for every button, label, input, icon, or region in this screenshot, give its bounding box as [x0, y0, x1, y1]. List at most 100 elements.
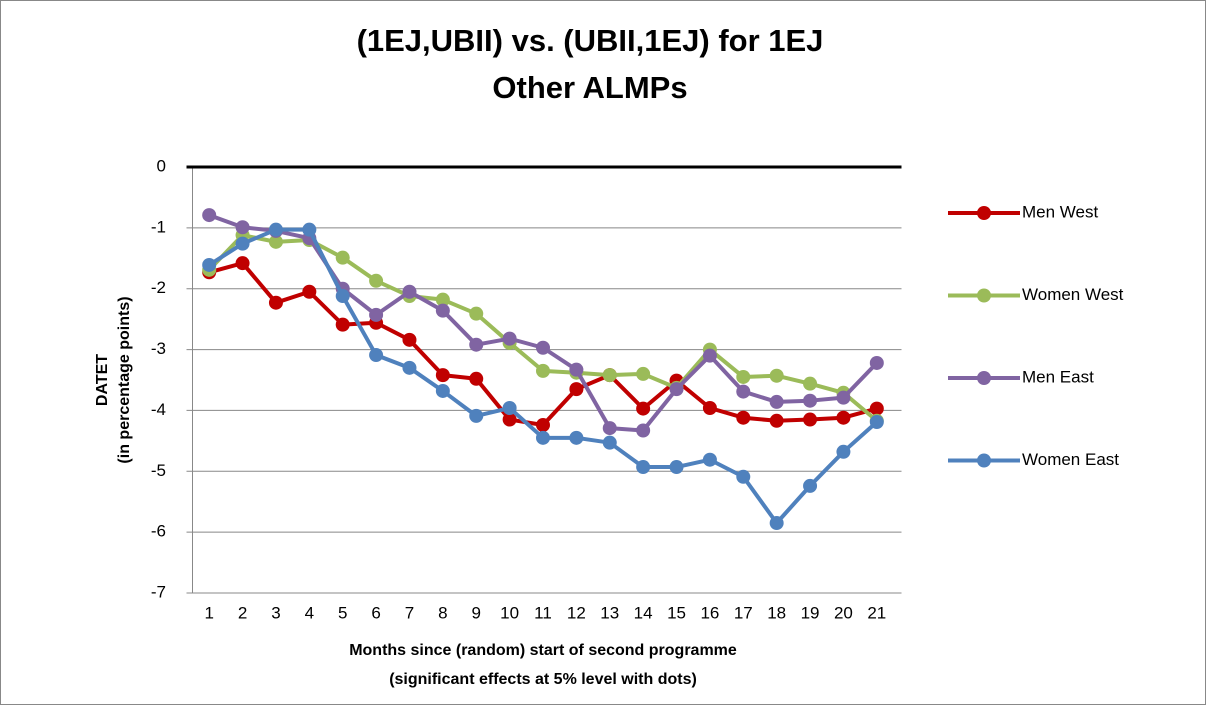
point	[769, 394, 784, 409]
x-tick-label: 13	[600, 603, 619, 622]
point	[536, 340, 550, 355]
point	[235, 236, 250, 251]
point	[435, 292, 450, 307]
point	[402, 360, 417, 375]
point	[569, 382, 584, 397]
point	[268, 295, 283, 310]
legend-label: Men West	[1022, 202, 1098, 221]
point	[469, 408, 484, 423]
x-axis-title: (significant effects at 5% level with do…	[389, 671, 697, 688]
x-tick-label: 4	[305, 603, 314, 622]
point	[836, 444, 851, 459]
point	[235, 220, 250, 235]
point	[369, 348, 384, 363]
point	[202, 257, 217, 272]
x-tick-label: 6	[371, 603, 380, 622]
y-tick-label: -7	[151, 582, 166, 601]
point	[235, 256, 250, 271]
point	[268, 222, 283, 237]
point	[769, 413, 784, 428]
point	[836, 390, 851, 405]
legend-marker	[977, 288, 991, 303]
x-tick-label: 15	[667, 603, 686, 622]
x-tick-label: 21	[867, 603, 886, 622]
y-tick-label: -1	[151, 217, 166, 236]
point	[803, 376, 818, 391]
x-tick-label: 16	[700, 603, 719, 622]
point	[803, 478, 818, 493]
point	[669, 460, 684, 475]
x-tick-label: 5	[338, 603, 347, 622]
y-tick-label: 0	[157, 156, 166, 175]
point	[502, 331, 517, 346]
legend-label: Women West	[1022, 285, 1124, 304]
y-tick-label: -4	[151, 400, 166, 419]
chart-title: Other ALMPs	[492, 70, 687, 105]
point	[335, 317, 350, 332]
point	[636, 460, 651, 475]
point	[602, 368, 617, 383]
legend-label: Women East	[1022, 450, 1119, 469]
point	[569, 362, 584, 377]
point	[736, 469, 751, 484]
x-axis-title: Months since (random) start of second pr…	[349, 642, 737, 659]
legend-marker	[977, 453, 991, 468]
x-tick-label: 12	[567, 603, 586, 622]
x-tick-label: 18	[767, 603, 786, 622]
point	[869, 414, 884, 429]
point	[402, 284, 417, 299]
point	[202, 208, 217, 223]
x-tick-label: 8	[438, 603, 447, 622]
point	[769, 368, 784, 383]
point	[335, 250, 350, 265]
point	[536, 363, 550, 378]
point	[469, 371, 484, 386]
x-tick-label: 17	[734, 603, 753, 622]
x-tick-label: 3	[271, 603, 280, 622]
point	[736, 369, 751, 384]
point	[369, 273, 384, 288]
point	[502, 400, 517, 415]
point	[435, 383, 450, 398]
point	[636, 366, 651, 381]
point	[469, 337, 484, 352]
point	[335, 289, 350, 304]
y-tick-label: -3	[151, 339, 166, 358]
point	[402, 332, 417, 347]
point	[302, 284, 317, 299]
y-axis-title: (in percentage points)	[116, 296, 133, 463]
x-tick-label: 11	[534, 603, 552, 622]
point	[869, 355, 884, 370]
point	[602, 435, 617, 450]
point	[636, 423, 651, 438]
point	[369, 307, 384, 322]
point	[302, 222, 317, 237]
point	[602, 421, 617, 436]
x-tick-label: 10	[500, 603, 519, 622]
point	[803, 393, 818, 408]
x-tick-label: 2	[238, 603, 247, 622]
y-tick-label: -5	[151, 461, 166, 480]
x-tick-label: 14	[634, 603, 653, 622]
point	[702, 452, 717, 467]
point	[435, 303, 450, 318]
y-tick-label: -2	[151, 278, 166, 297]
y-tick-label: -6	[151, 522, 166, 541]
point	[769, 516, 784, 531]
point	[536, 418, 550, 433]
point	[736, 384, 751, 399]
legend-marker	[977, 206, 991, 220]
point	[702, 400, 717, 415]
y-axis-title: DATET	[94, 354, 111, 406]
x-tick-label: 20	[834, 603, 853, 622]
point	[803, 412, 818, 427]
legend-label: Men East	[1022, 367, 1094, 386]
point	[435, 368, 450, 383]
x-tick-label: 9	[472, 603, 481, 622]
x-tick-label: 19	[801, 603, 820, 622]
point	[268, 234, 283, 249]
point	[869, 401, 884, 416]
x-tick-label: 7	[405, 603, 414, 622]
